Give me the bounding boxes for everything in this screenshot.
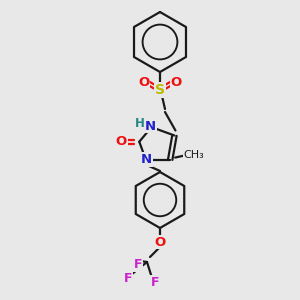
Text: F: F xyxy=(134,259,142,272)
Text: CH₃: CH₃ xyxy=(184,150,205,160)
Text: O: O xyxy=(116,135,127,148)
Text: N: N xyxy=(141,153,152,166)
Text: H: H xyxy=(135,117,144,130)
Text: S: S xyxy=(155,83,165,97)
Text: F: F xyxy=(124,272,132,284)
Text: N: N xyxy=(145,120,156,133)
Text: O: O xyxy=(138,76,150,88)
Text: O: O xyxy=(170,76,182,88)
Text: F: F xyxy=(151,275,159,289)
Text: O: O xyxy=(154,236,166,248)
